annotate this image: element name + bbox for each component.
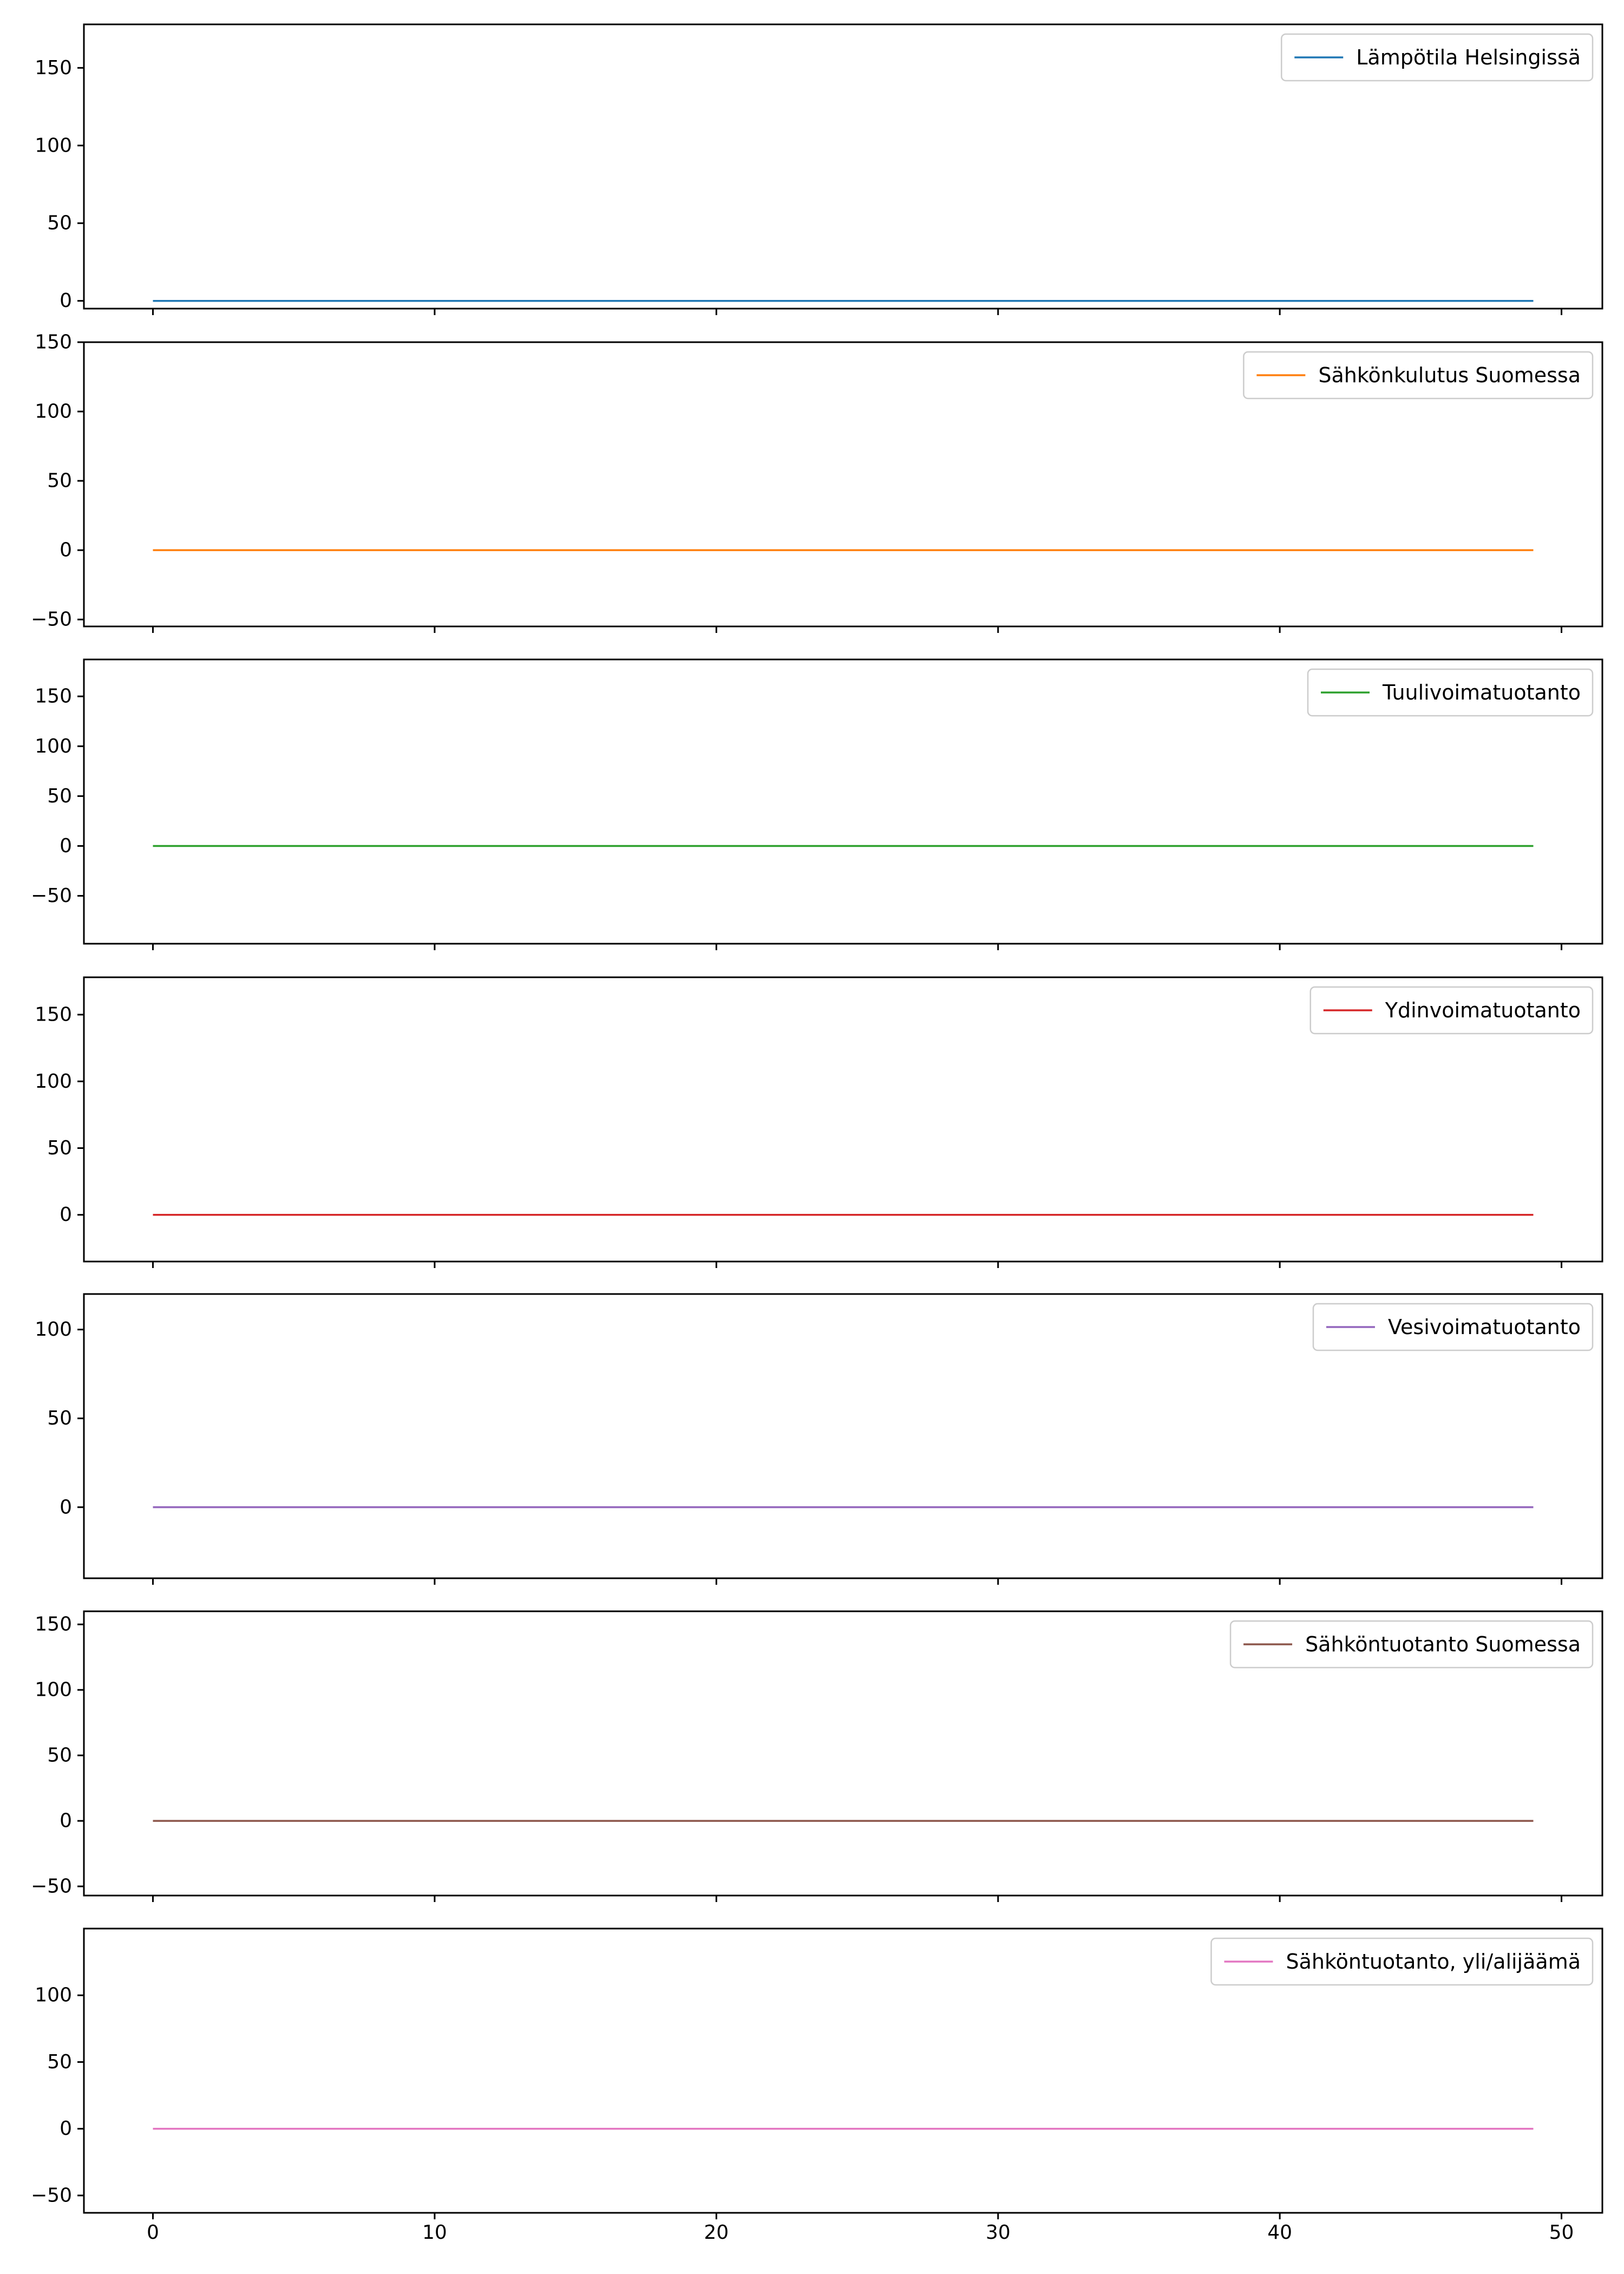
x-tick-label: 30: [986, 2221, 1011, 2244]
legend-box: [1307, 668, 1594, 717]
y-tick-label: 50: [47, 1137, 72, 1159]
y-tick-label: 50: [47, 785, 72, 807]
y-tick-label: 150: [35, 57, 72, 79]
legend-label: Sähköntuotanto Suomessa: [1305, 1632, 1581, 1656]
legend: Lämpötila Helsingissä: [1281, 33, 1594, 82]
legend: Sähköntuotanto Suomessa: [1229, 1620, 1594, 1669]
y-tick-label: 0: [60, 290, 72, 312]
legend: Tuulivoimatuotanto: [1307, 668, 1594, 717]
y-tick-label: 0: [60, 1496, 72, 1518]
y-tick-label: 0: [60, 2118, 72, 2140]
axes-frame: [83, 1293, 1603, 1579]
subplot-1: 0 50 100 150 Lämpötila Helsingissä: [35, 23, 1603, 315]
legend-box: [1229, 1620, 1594, 1669]
y-tick-label: 100: [35, 134, 72, 156]
y-tick-label: 150: [35, 685, 72, 708]
legend: Vesivoimatuotanto: [1312, 1303, 1594, 1351]
y-tick-label: 50: [47, 1407, 72, 1429]
subplot-2: −50 0 50 100 150 Sähkönkulutus Suomessa: [31, 331, 1603, 633]
y-tick-label: 100: [35, 1679, 72, 1701]
legend-box: [1312, 1303, 1594, 1351]
axes-frame: [83, 976, 1603, 1263]
axes-frame: [83, 23, 1603, 310]
y-tick-label: 100: [35, 1318, 72, 1341]
x-tick-label: 40: [1267, 2221, 1292, 2244]
legend-label: Ydinvoimatuotanto: [1385, 998, 1581, 1022]
legend-label: Sähköntuotanto, yli/alijäämä: [1286, 1950, 1581, 1974]
y-tick-label: 100: [35, 401, 72, 423]
legend-label: Sähkönkulutus Suomessa: [1318, 363, 1581, 387]
legend: Ydinvoimatuotanto: [1309, 986, 1594, 1035]
axes-frame: [83, 1927, 1603, 2214]
y-tick-label: −50: [31, 885, 72, 907]
y-tick-label: 50: [47, 1744, 72, 1767]
y-tick-label: 100: [35, 735, 72, 757]
subplot-6: −50 0 50 100 150 Sähköntuotanto Suomessa: [31, 1610, 1603, 1902]
x-tick-label: 50: [1549, 2221, 1574, 2244]
legend-box: [1309, 986, 1594, 1035]
y-tick-label: 50: [47, 212, 72, 234]
y-tick-label: 100: [35, 1070, 72, 1093]
axes-frame: [83, 341, 1603, 628]
subplot-3: −50 0 50 100 150 Tuulivoimatuotanto: [31, 658, 1603, 950]
legend: Sähkönkulutus Suomessa: [1243, 351, 1594, 400]
y-tick-label: −50: [31, 2184, 72, 2206]
x-tick-label: 10: [422, 2221, 447, 2244]
y-tick-label: 50: [47, 2051, 72, 2073]
y-tick-label: 50: [47, 470, 72, 492]
y-tick-label: 150: [35, 331, 72, 354]
y-tick-label: 150: [35, 1004, 72, 1026]
y-tick-label: 0: [60, 1204, 72, 1226]
legend-label: Tuulivoimatuotanto: [1382, 681, 1581, 704]
legend-box: [1281, 33, 1594, 82]
x-tick-label: 0: [147, 2221, 159, 2244]
y-tick-label: 150: [35, 1613, 72, 1636]
subplot-5: 0 50 100 Vesivoimatuotanto: [35, 1293, 1603, 1585]
y-tick-label: 0: [60, 835, 72, 857]
y-tick-label: −50: [31, 1876, 72, 1898]
legend-box: [1210, 1937, 1594, 1986]
y-tick-label: 0: [60, 1810, 72, 1832]
subplot-7: −50 0 50 100 0 10 20 30 40 50 Sähköntuotanto, yli/…: [31, 1927, 1603, 2244]
legend-label: Vesivoimatuotanto: [1388, 1315, 1581, 1339]
x-tick-label: 20: [704, 2221, 729, 2244]
axes-frame: [83, 658, 1603, 945]
y-tick-label: 0: [60, 539, 72, 561]
axes-frame: [83, 1610, 1603, 1897]
legend: Sähköntuotanto, yli/alijäämä: [1210, 1937, 1594, 1986]
legend-label: Lämpötila Helsingissä: [1356, 45, 1581, 69]
y-tick-label: −50: [31, 609, 72, 631]
subplot-4: 0 50 100 150 Ydinvoimatuotanto: [35, 976, 1603, 1268]
legend-box: [1243, 351, 1594, 400]
y-tick-label: 100: [35, 1984, 72, 2007]
